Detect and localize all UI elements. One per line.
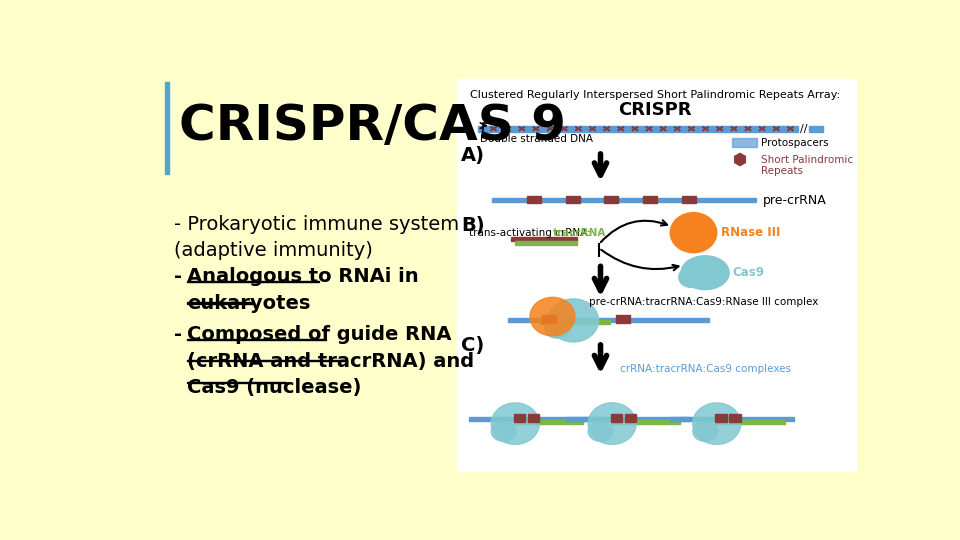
Text: Composed of guide RNA
(crRNA and tracrRNA) and
Cas9 (nuclease): Composed of guide RNA (crRNA and tracrRN… (187, 325, 474, 397)
Text: - Prokaryotic immune system
(adaptive immunity): - Prokaryotic immune system (adaptive im… (175, 215, 460, 260)
Bar (516, 241, 577, 245)
Bar (187, 382, 286, 383)
Text: CRISPR: CRISPR (618, 101, 691, 119)
Text: RNase III: RNase III (721, 226, 780, 239)
Ellipse shape (693, 421, 717, 441)
Bar (514, 420, 584, 423)
Bar (514, 414, 525, 422)
Text: Analogous to RNAi in
eukaryotes: Analogous to RNAi in eukaryotes (187, 267, 420, 313)
Ellipse shape (492, 421, 516, 441)
Bar (605, 195, 618, 204)
Ellipse shape (679, 267, 704, 287)
Bar (187, 281, 319, 282)
Bar (528, 414, 540, 422)
Bar (527, 195, 540, 204)
Text: -: - (175, 267, 189, 286)
Ellipse shape (693, 403, 741, 444)
Ellipse shape (544, 318, 569, 338)
Ellipse shape (588, 421, 612, 441)
Ellipse shape (670, 213, 717, 253)
Bar (715, 414, 727, 422)
Text: Protospacers: Protospacers (761, 138, 828, 147)
Ellipse shape (530, 298, 575, 336)
Text: pre-crRNA:tracrRNA:Cas9:RNase III complex: pre-crRNA:tracrRNA:Cas9:RNase III comple… (588, 297, 818, 307)
Bar (670, 417, 794, 421)
Bar (715, 420, 785, 423)
Text: tracrRNA: tracrRNA (553, 228, 607, 238)
Text: -: - (175, 325, 189, 344)
Bar (512, 237, 577, 241)
Bar (565, 417, 689, 421)
Bar (187, 302, 253, 303)
Text: B): B) (461, 217, 485, 235)
Bar (611, 414, 622, 422)
Text: Short Palindromic
Repeats: Short Palindromic Repeats (761, 155, 853, 177)
Bar (616, 315, 630, 323)
Bar (165, 82, 169, 174)
Bar (492, 198, 756, 202)
Text: pre-crRNA: pre-crRNA (763, 194, 827, 207)
Bar (625, 414, 636, 422)
Bar (508, 318, 709, 322)
Bar (611, 420, 681, 423)
Text: Clustered Regularly Interspersed Short Palindromic Repeats Array:: Clustered Regularly Interspersed Short P… (469, 90, 840, 100)
Text: Double stranded DNA: Double stranded DNA (480, 134, 592, 144)
Bar (468, 417, 592, 421)
Text: trans-activating crRNA:: trans-activating crRNA: (468, 228, 593, 238)
Text: Cas9: Cas9 (732, 266, 764, 279)
Bar (730, 414, 741, 422)
Bar (732, 138, 757, 147)
Text: crRNA:tracrRNA:Cas9 complexes: crRNA:tracrRNA:Cas9 complexes (620, 364, 791, 374)
Bar (682, 195, 696, 204)
Bar (643, 195, 657, 204)
Bar (457, 79, 856, 471)
Ellipse shape (492, 403, 540, 444)
Bar (542, 315, 557, 323)
Text: C): C) (461, 336, 484, 355)
Bar (565, 195, 580, 204)
Ellipse shape (548, 299, 599, 342)
Ellipse shape (588, 403, 636, 444)
Text: //: // (801, 124, 808, 134)
Bar (478, 126, 798, 129)
Bar (809, 126, 823, 129)
Bar (540, 320, 610, 325)
Polygon shape (734, 153, 745, 166)
Ellipse shape (681, 256, 730, 289)
Text: CRISPR/CAS 9: CRISPR/CAS 9 (179, 103, 565, 151)
Bar (187, 360, 346, 361)
Bar (809, 129, 823, 132)
Text: A): A) (461, 146, 485, 165)
Bar (187, 339, 325, 340)
Bar (478, 129, 798, 132)
